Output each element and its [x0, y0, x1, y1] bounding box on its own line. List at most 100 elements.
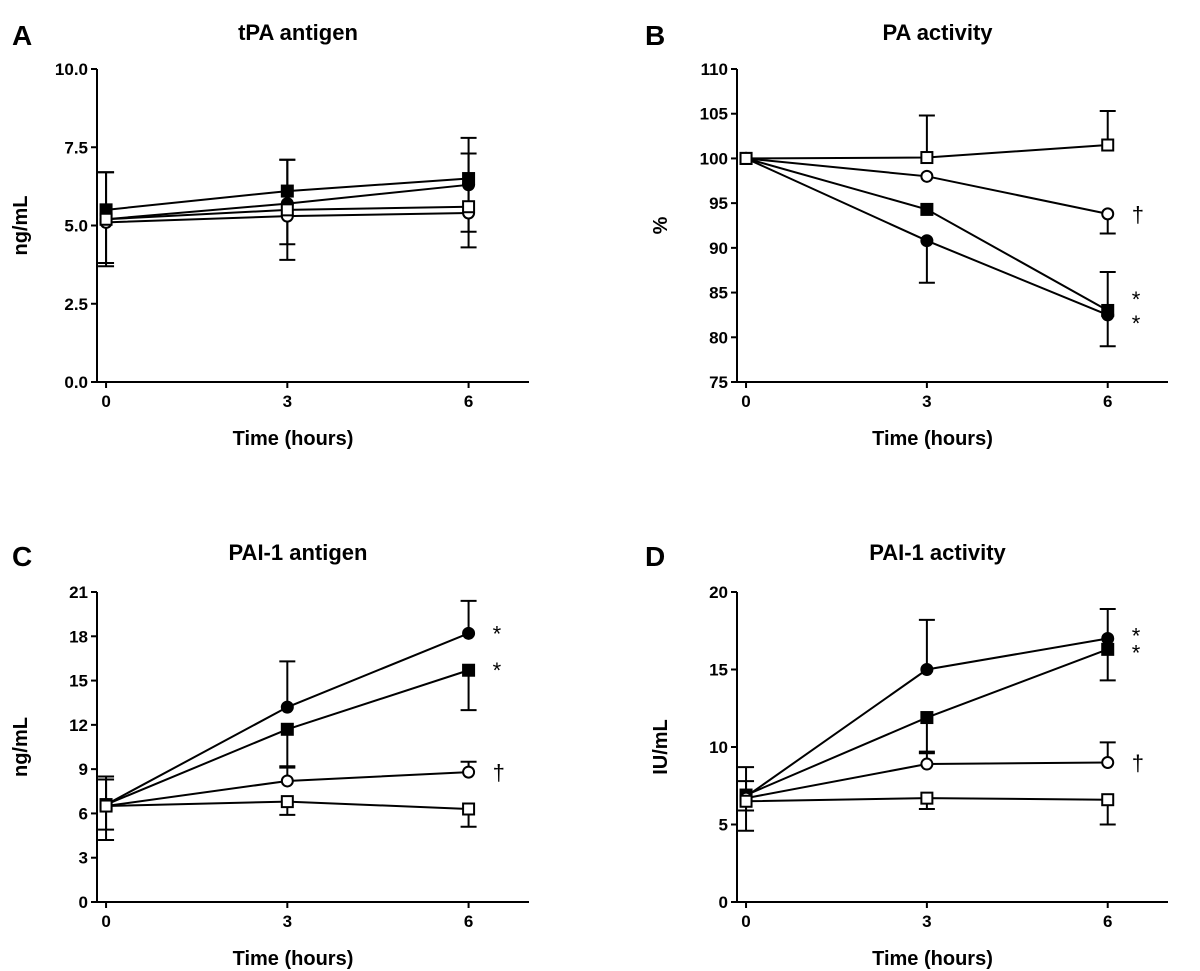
data-point [1101, 303, 1115, 317]
y-tick-label: 100 [700, 149, 728, 168]
chart-title: PAI-1 antigen [229, 540, 368, 565]
chart-title: tPA antigen [238, 20, 358, 45]
x-axis-label: Time (hours) [872, 948, 993, 970]
significance-mark: * [493, 621, 502, 646]
data-point [462, 765, 476, 779]
x-tick-label: 6 [1103, 392, 1112, 411]
y-tick-label: 10.0 [55, 60, 88, 79]
data-point [280, 722, 294, 736]
y-tick-label: 10 [709, 738, 728, 757]
x-tick-label: 0 [741, 912, 750, 931]
y-tick-label: 9 [79, 760, 88, 779]
y-tick-label: 15 [69, 672, 88, 691]
y-tick-label: 0 [79, 893, 88, 912]
series-circle-open [738, 741, 1116, 805]
y-axis-label: ng/mL [10, 717, 32, 777]
y-tick-label: 18 [69, 627, 88, 646]
y-axis-label: ng/mL [10, 196, 32, 256]
panel-b: B PA activity 75 80 85 90 95 100 105 110 0 3 6 Time (… [645, 20, 1168, 450]
panel-letter: D [645, 541, 665, 572]
y-axis-label: IU/mL [650, 719, 672, 775]
data-point [1101, 793, 1115, 807]
x-tick-label: 6 [464, 912, 473, 931]
data-point [920, 663, 934, 676]
panel-letter: C [12, 541, 32, 572]
x-tick-label: 0 [101, 912, 110, 931]
x-axis-label: Time (hours) [233, 948, 354, 970]
x-tick-label: 3 [922, 912, 931, 931]
x-axis-label: Time (hours) [872, 428, 993, 450]
y-tick-label: 0 [719, 893, 728, 912]
data-point [462, 802, 476, 816]
data-point [920, 202, 934, 216]
data-point [920, 234, 934, 248]
y-tick-label: 7.5 [64, 138, 88, 157]
data-point [1101, 642, 1115, 656]
y-tick-label: 5.0 [64, 217, 88, 236]
series-square-open [739, 110, 1116, 165]
series-square-open [98, 795, 477, 841]
panel-letter: A [12, 20, 32, 51]
y-tick-label: 20 [709, 583, 728, 602]
data-point [462, 626, 476, 640]
x-tick-label: 3 [283, 912, 292, 931]
data-point [99, 212, 113, 226]
data-point [920, 791, 934, 805]
significance-mark: * [1132, 311, 1141, 336]
y-tick-label: 75 [709, 373, 728, 392]
data-point [920, 169, 934, 183]
significance-mark: * [1132, 640, 1141, 665]
data-point [920, 757, 934, 771]
significance-mark: † [493, 760, 505, 785]
x-tick-label: 3 [922, 392, 931, 411]
panel-d: D PAI-1 activity 0 5 10 15 20 0 3 6 Time (hours) IU… [645, 540, 1168, 970]
y-tick-label: 110 [701, 60, 728, 79]
y-tick-label: 6 [79, 804, 88, 823]
significance-mark: * [1132, 287, 1141, 312]
data-point [280, 795, 294, 809]
x-tick-label: 0 [101, 392, 110, 411]
series-square-open [98, 152, 477, 226]
x-tick-label: 6 [464, 392, 473, 411]
data-point [462, 663, 476, 677]
data-point [280, 774, 294, 788]
panel-c: C PAI-1 antigen 0 3 6 9 12 15 18 21 0 3 6 Time (hours… [10, 540, 529, 970]
chart-title: PA activity [882, 20, 993, 45]
x-tick-label: 3 [283, 392, 292, 411]
data-point [920, 151, 934, 165]
data-point [1101, 138, 1115, 152]
x-tick-label: 0 [741, 392, 750, 411]
y-tick-label: 2.5 [64, 295, 88, 314]
y-tick-label: 5 [719, 816, 728, 835]
y-tick-label: 12 [69, 716, 88, 735]
data-point [1101, 756, 1115, 769]
y-axis-label: % [650, 216, 672, 234]
y-tick-label: 105 [700, 105, 728, 124]
data-point [99, 799, 113, 813]
data-point [1101, 207, 1115, 221]
data-point [739, 151, 753, 165]
y-tick-label: 15 [709, 661, 728, 680]
significance-mark: * [493, 658, 502, 683]
data-point [280, 203, 294, 217]
y-tick-label: 80 [709, 328, 728, 347]
significance-mark: † [1132, 202, 1144, 227]
y-tick-label: 90 [709, 239, 728, 258]
data-point [280, 700, 294, 714]
data-point [1101, 632, 1115, 645]
y-tick-label: 3 [79, 849, 88, 868]
data-point [462, 200, 476, 214]
x-tick-label: 6 [1103, 912, 1112, 931]
y-tick-label: 95 [709, 194, 728, 213]
significance-mark: * [1132, 623, 1141, 648]
y-tick-label: 21 [69, 583, 88, 602]
data-point [920, 711, 934, 725]
series-square-open [738, 791, 1116, 832]
data-point [739, 794, 753, 808]
series-circle-open [739, 151, 1116, 235]
chart-title: PAI-1 activity [869, 540, 1006, 565]
x-axis-label: Time (hours) [233, 428, 354, 450]
y-tick-label: 0.0 [64, 373, 88, 392]
